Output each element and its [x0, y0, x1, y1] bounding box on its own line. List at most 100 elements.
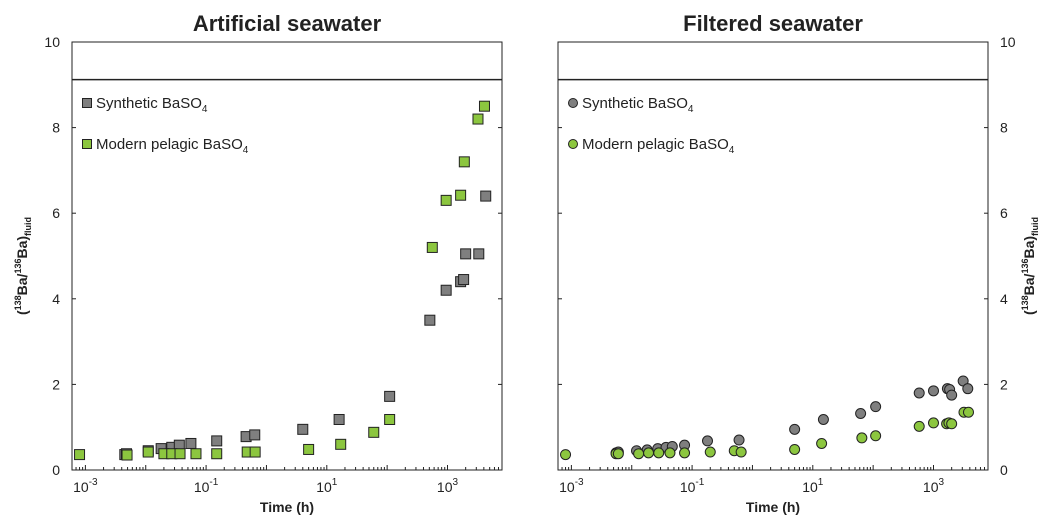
legend-label-main: Synthetic BaSO — [582, 95, 688, 112]
legend-marker — [83, 140, 92, 149]
y-tick-label: 0 — [1000, 462, 1008, 478]
data-point — [665, 448, 675, 458]
x-tick-label: 10-1 — [194, 477, 219, 495]
y-tick-label: 6 — [1000, 205, 1008, 221]
panel-filtered-seawater: Filtered seawater 024681010-3 10-1 101 103T… — [558, 11, 1040, 515]
data-point — [385, 414, 395, 424]
y-tick-label: 2 — [1000, 376, 1008, 392]
y-axis-label-sub: fluid — [1030, 217, 1040, 236]
legend-marker — [569, 99, 578, 108]
data-point — [459, 275, 469, 285]
legend-label-sub: 4 — [688, 104, 694, 115]
legend-marker — [83, 99, 92, 108]
x-tick-exponent: 1 — [332, 477, 338, 488]
data-point — [334, 414, 344, 424]
legend-label-sub: 4 — [202, 104, 208, 115]
data-point — [212, 449, 222, 459]
data-point — [461, 249, 471, 259]
x-tick-base: 10 — [194, 479, 210, 495]
data-point — [817, 438, 827, 448]
y-axis-label-mid: Ba/ — [1021, 273, 1037, 295]
data-point — [474, 249, 484, 259]
x-tick-label: 101 — [316, 477, 338, 495]
data-point — [298, 424, 308, 434]
data-point — [790, 424, 800, 434]
data-point — [441, 285, 451, 295]
data-point — [459, 157, 469, 167]
data-point — [186, 438, 196, 448]
data-point — [818, 414, 828, 424]
x-tick-label: 103 — [923, 477, 945, 495]
legend-label: Modern pelagic BaSO4 — [96, 136, 249, 156]
x-tick-exponent: -1 — [209, 477, 218, 488]
y-axis-label-close: Ba) — [1021, 236, 1037, 259]
data-point — [479, 101, 489, 111]
data-point — [928, 418, 938, 428]
data-point — [871, 402, 881, 412]
x-tick-base: 10 — [73, 479, 89, 495]
legend-label: Modern pelagic BaSO4 — [582, 136, 735, 156]
data-point — [644, 448, 654, 458]
data-point — [304, 444, 314, 454]
y-axis-label-sup1: 138 — [13, 295, 23, 310]
y-tick-label: 6 — [52, 205, 60, 221]
x-tick-base: 10 — [316, 479, 332, 495]
data-point — [473, 114, 483, 124]
data-point — [122, 450, 132, 460]
data-point — [856, 409, 866, 419]
x-axis-label: Time (h) — [260, 499, 314, 515]
x-tick-base: 10 — [923, 479, 939, 495]
y-axis-label: (138Ba/136Ba)fluid — [13, 217, 33, 315]
x-tick-exponent: 1 — [818, 477, 824, 488]
y-tick-label: 0 — [52, 462, 60, 478]
y-tick-label: 4 — [1000, 291, 1008, 307]
data-point — [336, 439, 346, 449]
data-point — [736, 447, 746, 457]
x-tick-exponent: 3 — [939, 477, 945, 488]
legend-marker — [569, 140, 578, 149]
data-point — [734, 435, 744, 445]
data-point — [654, 448, 664, 458]
data-point — [191, 449, 201, 459]
legend-label-main: Modern pelagic BaSO — [582, 136, 729, 153]
y-axis-label-mid: Ba/ — [14, 273, 30, 295]
data-point — [175, 449, 185, 459]
y-axis-label-sup2: 136 — [1020, 259, 1030, 274]
data-point — [75, 450, 85, 460]
data-point — [613, 449, 623, 459]
data-point — [790, 444, 800, 454]
x-tick-label: 101 — [802, 477, 824, 495]
legend-label-sub: 4 — [729, 145, 735, 156]
data-point — [634, 449, 644, 459]
y-tick-label: 4 — [52, 291, 60, 307]
data-point — [857, 433, 867, 443]
data-point — [680, 448, 690, 458]
x-tick-base: 10 — [802, 479, 818, 495]
data-point — [963, 384, 973, 394]
y-tick-label: 10 — [44, 34, 60, 50]
y-tick-label: 8 — [52, 120, 60, 136]
legend-label: Synthetic BaSO4 — [96, 95, 208, 115]
legend-label-sub: 4 — [243, 145, 249, 156]
data-point — [441, 195, 451, 205]
data-point — [561, 450, 571, 460]
data-point — [914, 388, 924, 398]
data-point — [456, 190, 466, 200]
data-point — [705, 447, 715, 457]
data-point — [143, 447, 153, 457]
data-point — [212, 436, 222, 446]
data-point — [963, 407, 973, 417]
data-point — [425, 315, 435, 325]
data-point — [928, 386, 938, 396]
y-axis-label-close: Ba) — [14, 236, 30, 259]
legend-label-main: Synthetic BaSO — [96, 95, 202, 112]
legend-label-main: Modern pelagic BaSO — [96, 136, 243, 153]
data-point — [369, 427, 379, 437]
y-axis-label-sub: fluid — [23, 217, 33, 236]
y-tick-label: 2 — [52, 376, 60, 392]
x-tick-label: 10-1 — [680, 477, 705, 495]
x-tick-exponent: -3 — [89, 477, 98, 488]
data-point — [702, 436, 712, 446]
